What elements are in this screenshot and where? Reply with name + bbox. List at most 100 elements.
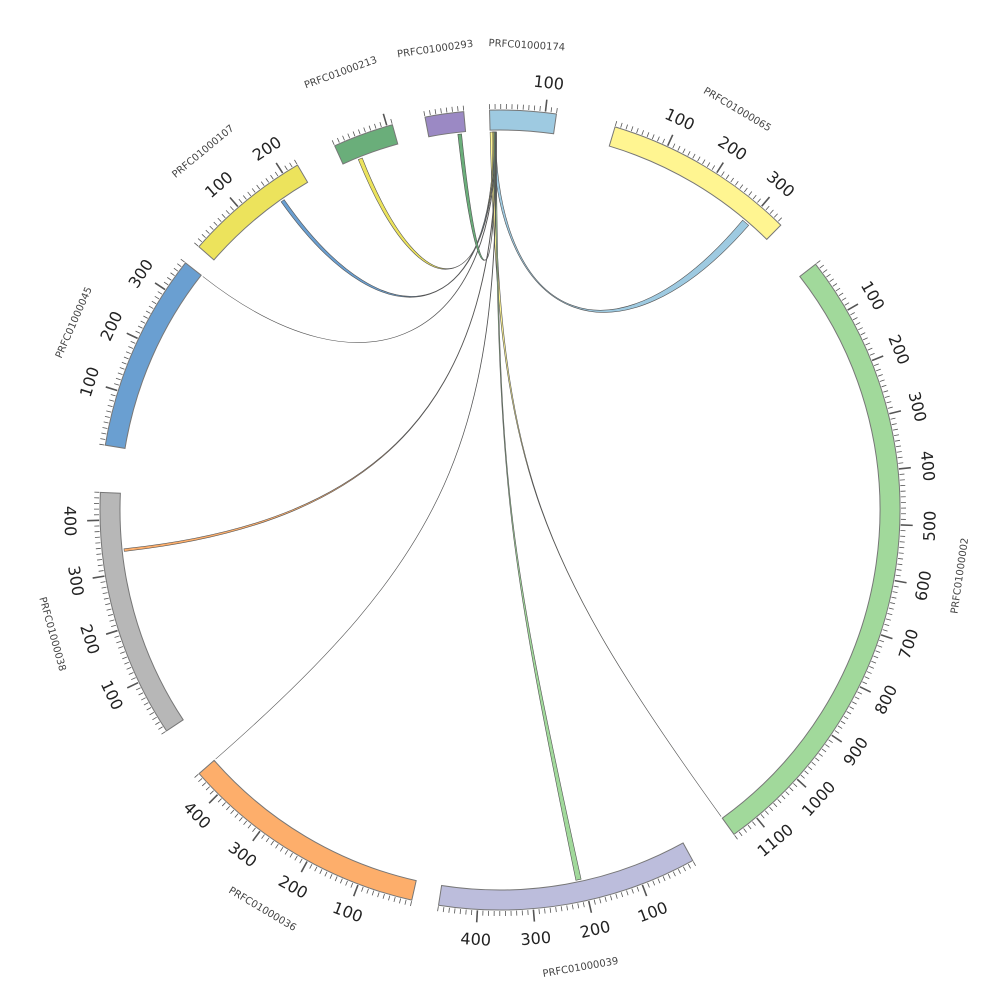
major-tick: [126, 681, 139, 689]
minor-tick: [115, 377, 121, 381]
tick-label: 300: [225, 838, 261, 872]
segment-band[interactable]: [608, 126, 782, 241]
minor-tick: [641, 130, 644, 136]
minor-tick: [662, 138, 665, 144]
minor-tick: [123, 356, 129, 360]
minor-tick: [201, 234, 206, 239]
minor-tick: [106, 608, 112, 611]
minor-tick: [284, 849, 289, 855]
segment-band[interactable]: [104, 262, 202, 449]
tick-label: 200: [275, 871, 311, 902]
minor-tick: [106, 410, 112, 413]
link-PRFC01000174-PRFC01000293[interactable]: [457, 131, 496, 261]
minor-tick: [177, 263, 182, 267]
minor-tick: [270, 840, 274, 846]
minor-tick: [125, 351, 131, 355]
minor-tick: [862, 337, 868, 341]
minor-tick: [226, 805, 231, 811]
minor-tick: [96, 553, 102, 555]
minor-tick: [247, 191, 252, 197]
minor-tick: [702, 159, 706, 165]
major-tick: [889, 410, 902, 415]
minor-tick: [886, 401, 892, 404]
tick-label: 400: [60, 506, 80, 537]
segment-ticks: 100: [488, 72, 565, 114]
minor-tick: [893, 585, 899, 588]
segment-band[interactable]: [489, 109, 558, 135]
minor-tick: [363, 127, 366, 133]
link-PRFC01000174-PRFC01000065[interactable]: [491, 131, 750, 313]
major-tick: [532, 909, 536, 922]
minor-tick: [265, 837, 270, 843]
minor-tick: [620, 122, 623, 128]
segment-band[interactable]: [424, 111, 467, 138]
minor-tick: [560, 906, 563, 912]
minor-tick: [892, 591, 898, 594]
minor-tick: [777, 217, 783, 222]
segment-band[interactable]: [99, 491, 184, 732]
minor-tick: [631, 888, 634, 894]
link-PRFC01000174-PRFC01000045[interactable]: [202, 131, 497, 343]
minor-tick: [764, 810, 769, 815]
minor-tick: [734, 834, 738, 840]
minor-tick: [849, 706, 855, 710]
minor-tick: [857, 691, 863, 695]
minor-tick: [299, 858, 303, 864]
minor-tick: [100, 581, 106, 583]
segment-band[interactable]: [721, 263, 901, 836]
minor-tick: [828, 739, 833, 744]
segment-band[interactable]: [437, 842, 694, 911]
link-PRFC01000174-PRFC01000002[interactable]: [489, 131, 722, 817]
segment-name: PRFC01000002: [949, 537, 971, 614]
minor-tick: [804, 770, 809, 775]
segment-band[interactable]: [198, 759, 417, 901]
minor-tick: [101, 432, 107, 435]
minor-tick: [657, 136, 660, 142]
minor-tick: [769, 806, 774, 811]
minor-tick: [243, 820, 248, 826]
link-PRFC01000174-PRFC01000036[interactable]: [215, 131, 497, 760]
minor-tick: [442, 907, 445, 913]
minor-tick: [201, 782, 207, 787]
major-tick: [275, 162, 284, 174]
minor-tick: [793, 783, 798, 788]
minor-tick: [135, 687, 141, 691]
minor-tick: [898, 558, 904, 560]
segment-PRFC01000293: PRFC01000293: [397, 39, 474, 138]
segment-PRFC01000039: 100 200 300 400 PRFC01000039: [437, 842, 696, 980]
minor-tick: [875, 650, 881, 653]
minor-tick: [148, 305, 154, 309]
minor-tick: [825, 744, 830, 748]
minor-tick: [822, 269, 828, 273]
minor-tick: [143, 702, 149, 706]
link-PRFC01000174-PRFC01000038[interactable]: [123, 131, 497, 552]
minor-tick: [875, 368, 881, 372]
minor-tick: [840, 720, 846, 725]
minor-tick: [735, 181, 739, 186]
segment-band[interactable]: [333, 124, 399, 165]
tick-label: 100: [662, 104, 698, 134]
minor-tick: [556, 108, 558, 114]
minor-tick: [454, 908, 456, 914]
segment-band[interactable]: [198, 164, 309, 261]
minor-tick: [118, 646, 124, 649]
major-tick: [475, 910, 479, 923]
minor-tick: [119, 367, 125, 370]
tick-label: 1100: [754, 820, 797, 861]
minor-tick: [760, 814, 765, 819]
minor-tick: [152, 716, 157, 721]
minor-tick: [99, 443, 105, 446]
minor-tick: [747, 824, 752, 830]
minor-tick: [154, 295, 160, 300]
minor-tick: [149, 712, 155, 716]
minor-tick: [647, 882, 650, 888]
major-tick: [382, 113, 388, 126]
minor-tick: [103, 597, 109, 600]
minor-tick: [329, 873, 333, 879]
link-PRFC01000174-PRFC01000213[interactable]: [357, 131, 495, 270]
minor-tick: [194, 242, 199, 247]
link-PRFC01000174-PRFC01000039[interactable]: [494, 131, 582, 881]
minor-tick: [877, 645, 883, 648]
